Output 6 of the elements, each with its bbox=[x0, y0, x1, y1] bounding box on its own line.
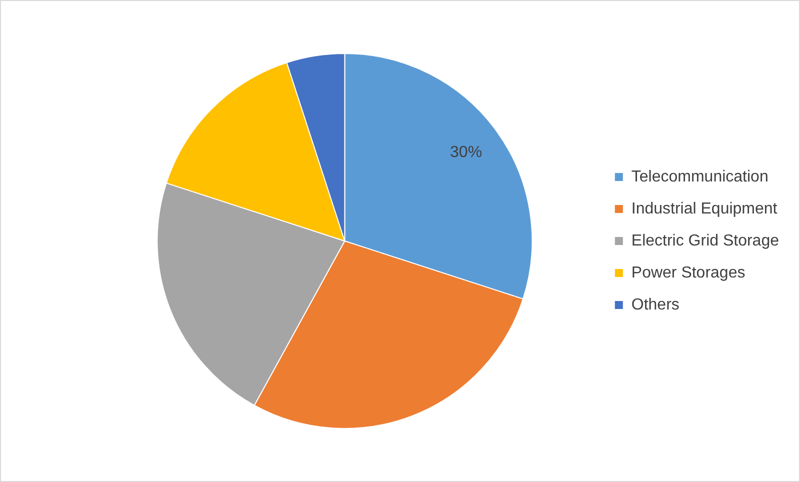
legend-label: Industrial Equipment bbox=[631, 200, 778, 218]
data-label: 30% bbox=[450, 144, 482, 162]
legend-label: Telecommunication bbox=[631, 168, 768, 186]
legend-label: Electric Grid Storage bbox=[631, 232, 780, 250]
legend-label: Power Storages bbox=[631, 264, 746, 282]
legend-label: Others bbox=[631, 296, 680, 314]
